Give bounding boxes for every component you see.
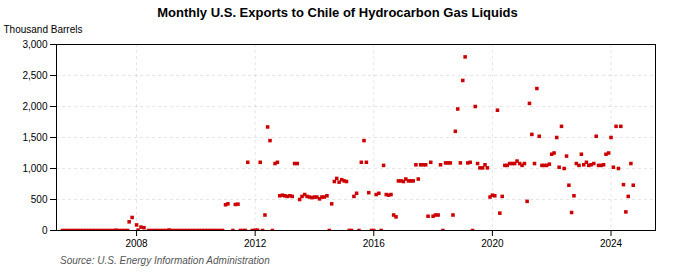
svg-text:2,500: 2,500 xyxy=(22,70,47,81)
svg-text:3,000: 3,000 xyxy=(22,39,47,50)
html-text:Monthly U.S. Exports to Chile: Monthly U.S. Exports to Chile of Hydroca… xyxy=(157,5,518,20)
svg-text:2016: 2016 xyxy=(363,238,386,249)
html-text:Source: U.S. Energy Informatio: Source: U.S. Energy Information Administ… xyxy=(60,255,270,266)
svg-text:1,500: 1,500 xyxy=(22,132,47,143)
svg-text:1,000: 1,000 xyxy=(22,163,47,174)
svg-text:500: 500 xyxy=(31,194,48,205)
svg-text:Thousand Barrels: Thousand Barrels xyxy=(4,24,83,35)
svg-text:2,000: 2,000 xyxy=(22,101,47,112)
svg-text:0: 0 xyxy=(42,225,48,236)
svg-text:2024: 2024 xyxy=(600,238,623,249)
svg-text:2020: 2020 xyxy=(481,238,504,249)
svg-text:2008: 2008 xyxy=(125,238,148,249)
svg-text:2012: 2012 xyxy=(244,238,267,249)
